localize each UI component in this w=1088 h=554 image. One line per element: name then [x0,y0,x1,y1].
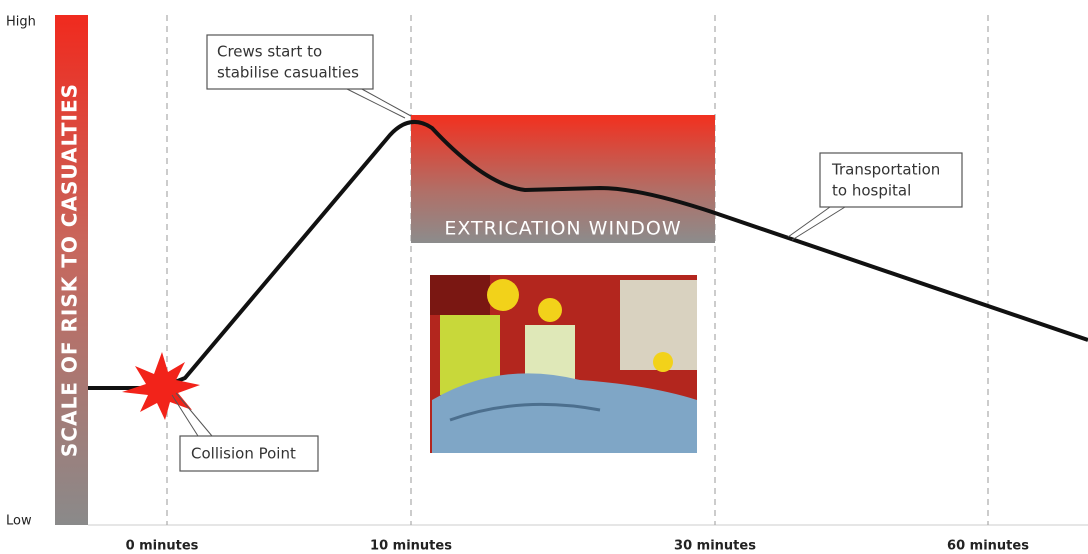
diagram: SCALE OF RISK TO CASUALTIES High Low 0 m… [0,0,1088,554]
time-label: 0 minutes [126,539,199,554]
callout-pointer [792,207,845,240]
callout-text: Crews start to [217,43,322,61]
callout: Transportation to hospital [788,153,962,240]
callout: Collision Point [172,393,318,471]
callout-pointer [788,207,830,237]
window-label: EXTRICATION WINDOW [444,218,681,240]
callout-text: stabilise casualties [217,64,359,82]
callout-pointer [345,88,405,118]
callout-text: Collision Point [191,445,296,463]
axis-high: High [6,15,36,30]
callout-pointer [360,88,411,116]
time-label: 30 minutes [674,539,756,554]
axis-title: SCALE OF RISK TO CASUALTIES [58,83,82,457]
photo [430,275,697,453]
callout-text: to hospital [832,182,911,200]
time-label: 60 minutes [947,539,1029,554]
callout-pointer [172,395,198,436]
callout-text: Transportation [831,161,940,179]
axis-low: Low [6,514,32,529]
callout: Crews start to stabilise casualties [207,35,411,118]
time-label: 10 minutes [370,539,452,554]
